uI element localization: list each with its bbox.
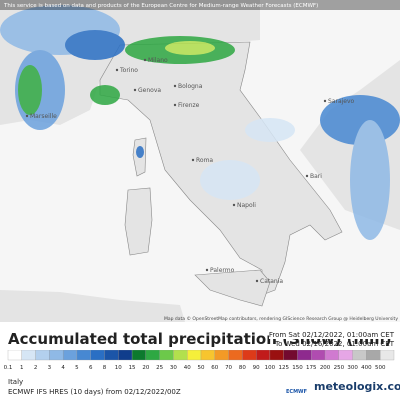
legend-swatch: [214, 350, 229, 361]
city-dot: [191, 158, 195, 162]
city-dot: [255, 279, 259, 283]
legend-label: 6: [89, 365, 93, 371]
model: ECMWF IFS HRES (10 days) from 02/12/2022…: [8, 388, 181, 396]
city-label: Napoli: [237, 202, 256, 209]
region: Italy: [8, 378, 24, 386]
attribution: Map data © OpenStreetMap contributors, r…: [164, 315, 398, 322]
snow-field: [0, 5, 400, 240]
city-label: Catania: [260, 278, 283, 285]
legend-label: 400: [361, 365, 372, 371]
banner: This service is based on data and produc…: [3, 3, 318, 9]
legend-label: 30: [170, 365, 177, 371]
legend-label: 15: [129, 365, 136, 371]
ecmwf-logo: ECMWF: [286, 389, 307, 395]
legend-swatch: [200, 350, 215, 361]
legend-label: 3: [48, 365, 52, 371]
legend-swatch: [283, 350, 298, 361]
city-dot: [305, 174, 309, 178]
city-label: Genova: [138, 87, 161, 94]
city-label: Roma: [196, 157, 213, 164]
legend-swatch: [242, 350, 257, 361]
banner-bg: [0, 0, 400, 10]
legend-swatch: [62, 350, 78, 361]
city-dot: [232, 203, 236, 207]
city-label: Palermo: [210, 267, 235, 274]
city-dot: [173, 84, 177, 88]
legend-label: 8: [103, 365, 107, 371]
legend-swatch: [90, 350, 105, 361]
legend-label: 60: [211, 365, 218, 371]
legend-swatch: [366, 350, 381, 361]
legend-swatch: [311, 350, 326, 361]
legend-swatch: [118, 350, 133, 361]
legend-label: 125: [278, 365, 289, 371]
valid-to: To Wed 02/16/2022, 01:00am CET: [275, 340, 394, 348]
legend-label: 25: [156, 365, 163, 371]
city-label: Milano: [148, 57, 168, 64]
legend-swatch: [7, 350, 22, 361]
legend-label: 150: [292, 365, 303, 371]
city-label: Bologna: [178, 83, 203, 90]
legend-label: 300: [347, 365, 358, 371]
legend-swatch: [380, 350, 395, 361]
legend-swatch: [104, 350, 119, 361]
legend-label: 10: [115, 365, 122, 371]
city-dot: [143, 58, 147, 62]
legend-label: 70: [225, 365, 232, 371]
legend-swatch: [145, 350, 160, 361]
legend-swatch: [228, 350, 243, 361]
legend-label: 175: [306, 365, 317, 371]
valid-from: From Sat 02/12/2022, 01:00am CET: [268, 331, 394, 339]
city-label: Firenze: [178, 102, 200, 109]
legend-swatch: [338, 350, 353, 361]
legend-swatch: [35, 350, 50, 361]
colorbar: 0.1 1 2 3 4 5 6 8 10 15 20 25 30 40 50 60 70 80 90 100 125 15…: [4, 350, 395, 371]
legend-swatch: [324, 350, 340, 361]
legend-label: 4: [61, 365, 65, 371]
africa: [0, 290, 185, 322]
legend-swatch: [297, 350, 312, 361]
legend-label: 90: [253, 365, 260, 371]
legend-label: 200: [320, 365, 331, 371]
map: This service is based on data and produc…: [0, 0, 400, 322]
city-label: Bari: [310, 173, 322, 180]
legend-label: 1: [20, 365, 24, 371]
sardinia: [124, 187, 153, 256]
legend-label: 500: [375, 365, 386, 371]
legend-swatch: [76, 350, 91, 361]
legend-swatch: [187, 350, 202, 361]
legend-label: 40: [184, 365, 191, 371]
city-dot: [115, 68, 119, 72]
city-label: Sarajevo: [328, 98, 355, 105]
city-dot: [323, 99, 327, 103]
legend-swatch: [255, 350, 271, 361]
legend-swatch: [131, 350, 147, 361]
legend-label: 20: [142, 365, 149, 371]
city-dot: [173, 103, 177, 107]
legend-label: 50: [198, 365, 205, 371]
legend-swatch: [21, 350, 36, 361]
legend-swatch: [269, 350, 284, 361]
legend-label: 100: [265, 365, 276, 371]
legend-label: 5: [75, 365, 79, 371]
legend-swatch: [352, 350, 367, 361]
legend-label: 80: [239, 365, 246, 371]
city-dot: [133, 88, 137, 92]
sicily: [194, 269, 271, 307]
city-label: Marseille: [30, 113, 57, 120]
legend-label: 250: [334, 365, 345, 371]
city-dot: [25, 114, 29, 118]
city-dot: [205, 268, 209, 272]
legend-label: 0.1: [4, 365, 13, 371]
legend-label: 2: [34, 365, 38, 371]
brand: meteologix.com: [314, 380, 400, 393]
legend-swatch: [173, 350, 188, 361]
legend-swatch: [49, 350, 64, 361]
legend-swatch: [159, 350, 174, 361]
city-label: Torino: [119, 67, 138, 74]
